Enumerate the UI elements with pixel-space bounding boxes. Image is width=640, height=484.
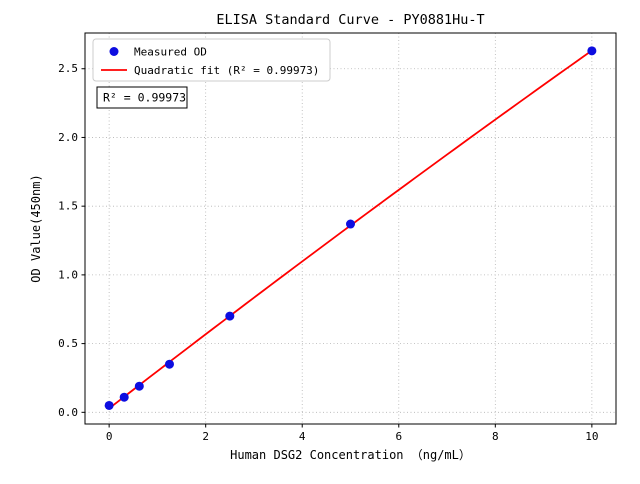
tick-labels: 0 2 4 6 8 10 0.0 0.5 1.0 1.5 2.0 2.5 [58, 62, 598, 443]
measured-points [104, 46, 597, 410]
y-tick-label: 1.5 [58, 200, 78, 213]
legend: Measured OD Quadratic fit (R² = 0.99973) [92, 38, 331, 82]
tick-marks [81, 68, 593, 428]
y-tick-label: 2.5 [58, 62, 78, 75]
legend-label-measured-od: Measured OD [134, 46, 207, 59]
data-point [346, 219, 355, 229]
y-tick-label: 1.0 [58, 268, 78, 281]
legend-box [92, 38, 331, 82]
data-point [104, 400, 114, 410]
data-point [164, 359, 174, 369]
x-tick-label: 8 [492, 430, 499, 443]
chart-title: ELISA Standard Curve - PY0881Hu-T [216, 12, 484, 28]
data-point [134, 381, 144, 391]
y-tick-label: 0.0 [58, 406, 78, 419]
x-tick-label: 2 [202, 430, 209, 443]
x-tick-label: 4 [299, 430, 306, 443]
legend-label-quadratic-fit: Quadratic fit (R² = 0.99973) [134, 64, 319, 77]
annotation-text: R² = 0.99973 [103, 91, 186, 105]
y-tick-label: 2.0 [58, 131, 78, 144]
y-axis-label: OD Value(450nm) [29, 174, 43, 282]
x-tick-label: 0 [106, 430, 113, 443]
data-point [119, 392, 129, 402]
legend-marker-measured-od [109, 47, 119, 56]
x-tick-label: 6 [395, 430, 402, 443]
plot-border [84, 32, 617, 425]
annotation-box [96, 86, 188, 109]
gridlines [85, 33, 616, 424]
data-point [587, 46, 597, 56]
x-axis-label: Human DSG2 Concentration （ng/mL） [230, 448, 471, 462]
r-squared-annotation: R² = 0.99973 [96, 86, 188, 109]
x-tick-label: 10 [585, 430, 598, 443]
y-tick-label: 0.5 [58, 337, 78, 350]
data-point [225, 311, 235, 321]
